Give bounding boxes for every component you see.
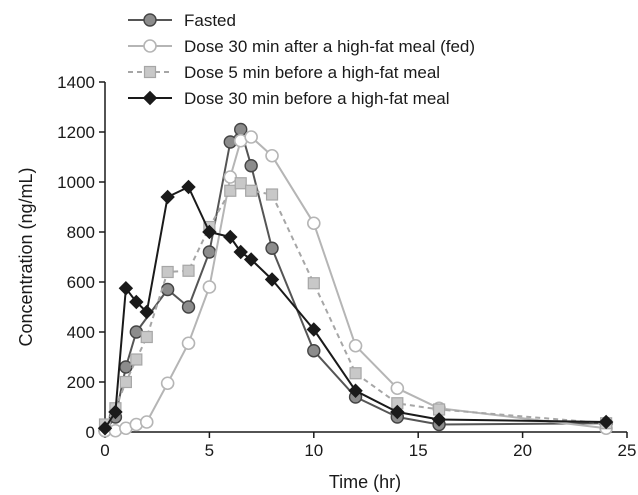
data-point-square	[119, 375, 132, 389]
x-tick-label: 15	[409, 441, 428, 460]
y-tick-label: 800	[67, 223, 95, 242]
data-point-diamond	[160, 189, 175, 205]
legend-label: Dose 30 min before a high-fat meal	[184, 89, 450, 108]
legend-label: Dose 5 min before a high-fat meal	[184, 63, 440, 82]
data-point-open-circle	[160, 376, 175, 391]
x-tick-label: 25	[618, 441, 637, 460]
y-axis-label: Concentration (ng/mL)	[16, 167, 36, 346]
data-point-open-circle	[202, 280, 217, 294]
data-point-square	[140, 330, 153, 344]
data-point-square	[245, 184, 258, 197]
x-tick-label: 5	[205, 441, 214, 460]
data-point-open-circle	[348, 338, 363, 353]
data-point-square	[307, 277, 320, 290]
data-point-circle	[143, 13, 157, 27]
data-point-square	[182, 264, 195, 277]
data-point-diamond	[142, 90, 158, 106]
x-axis-label: Time (hr)	[329, 472, 401, 492]
series-line	[104, 182, 607, 426]
data-point-circle	[307, 344, 321, 358]
axes: 0 5 10 15 20 25 0 200 400 600 800 1000 1200 1400	[57, 73, 636, 460]
y-tick-label: 600	[67, 273, 95, 292]
y-tick-label: 1000	[57, 173, 95, 192]
data-point-open-circle	[143, 39, 157, 53]
data-point-diamond	[390, 404, 405, 420]
data-point-circle	[181, 300, 196, 314]
data-point-square	[161, 265, 174, 279]
series-4	[97, 179, 614, 436]
legend-item-4: Dose 30 min before a high-fat meal	[128, 89, 450, 108]
data-point-open-circle	[139, 415, 154, 429]
data-point-circle	[202, 245, 217, 259]
data-point-open-circle	[223, 170, 238, 184]
series-2	[98, 130, 613, 438]
data-point-open-circle	[390, 381, 405, 396]
data-point-diamond	[233, 244, 248, 260]
y-tick-label: 0	[86, 423, 95, 442]
data-point-diamond	[202, 224, 217, 240]
data-point-diamond	[223, 229, 238, 245]
data-point-diamond	[118, 281, 134, 296]
y-tick-label: 200	[67, 373, 95, 392]
series-line	[104, 128, 607, 432]
data-point-open-circle	[244, 130, 258, 144]
data-point-circle	[244, 159, 258, 173]
x-tick-label: 0	[100, 441, 109, 460]
data-point-diamond	[306, 322, 322, 337]
x-tick-label: 20	[513, 441, 532, 460]
y-tick-label: 1200	[57, 123, 95, 142]
legend-label: Dose 30 min after a high-fat meal (fed)	[184, 37, 475, 56]
series-layer	[97, 122, 614, 438]
legend-item-3: Dose 5 min before a high-fat meal	[128, 63, 440, 82]
legend-item-1: Fasted	[128, 11, 236, 30]
y-tick-label: 400	[67, 323, 95, 342]
data-point-circle	[234, 122, 248, 137]
data-point-open-circle	[265, 148, 279, 163]
data-point-circle	[265, 241, 279, 255]
data-point-circle	[129, 325, 144, 339]
data-point-diamond	[598, 414, 614, 430]
data-point-diamond	[264, 272, 280, 287]
data-point-open-circle	[181, 336, 196, 351]
data-point-circle	[119, 360, 133, 374]
data-point-circle	[160, 282, 175, 297]
data-point-square	[143, 65, 157, 79]
data-point-diamond	[129, 294, 144, 310]
data-point-diamond	[243, 252, 259, 267]
legend-item-2: Dose 30 min after a high-fat meal (fed)	[128, 37, 475, 56]
data-point-square	[130, 353, 143, 366]
data-point-diamond	[139, 304, 154, 320]
data-point-diamond	[431, 412, 447, 427]
data-point-diamond	[181, 179, 196, 195]
y-tick-label: 1400	[57, 73, 95, 92]
data-point-diamond	[97, 421, 113, 436]
legend-label: Fasted	[184, 11, 236, 30]
data-point-square	[265, 188, 279, 201]
data-point-diamond	[348, 383, 363, 398]
data-point-diamond	[108, 404, 123, 420]
data-point-open-circle	[306, 216, 321, 231]
data-point-square	[234, 177, 247, 190]
legend: Fasted Dose 30 min after a high-fat meal …	[128, 11, 475, 108]
x-tick-label: 10	[304, 441, 323, 460]
data-point-square	[349, 367, 362, 380]
data-point-square	[224, 184, 237, 197]
